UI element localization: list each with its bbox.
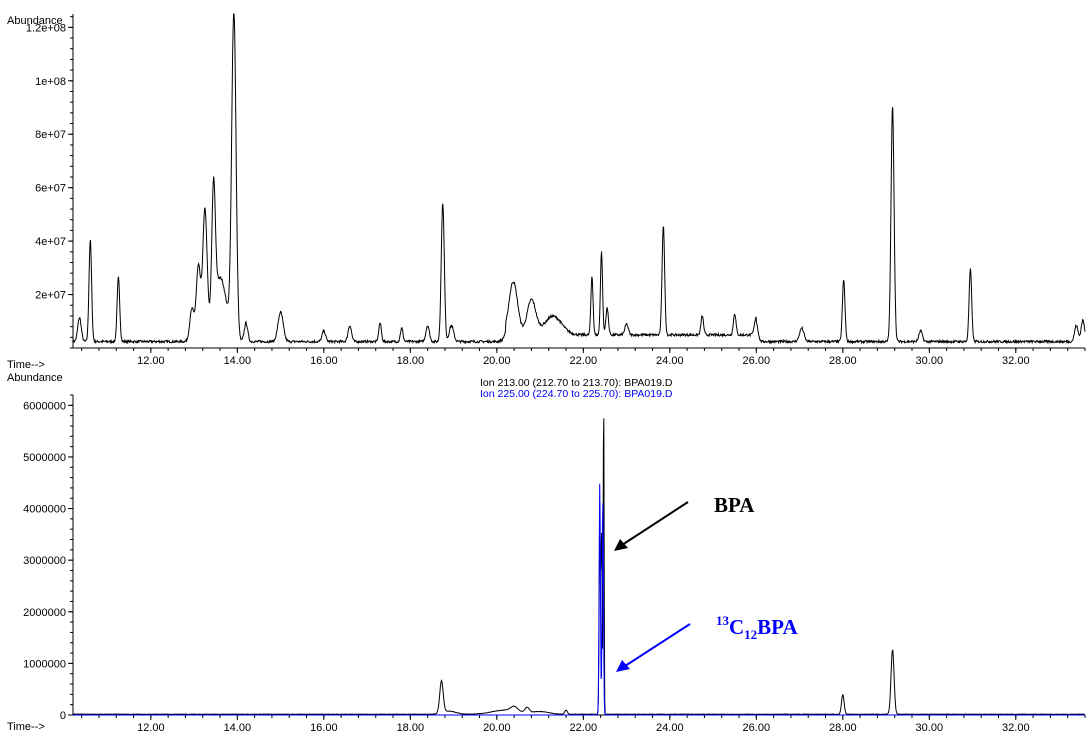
bottom-axes xyxy=(72,395,1085,716)
ion-225-label: Ion 225.00 (224.70 to 225.70): BPA019.D xyxy=(480,388,673,400)
c13-sub: 12 xyxy=(744,627,757,642)
c13-rest: BPA xyxy=(757,615,798,639)
top-ticks: 2e+07 4e+07 6e+07 8e+07 1e+08 1.2e+08 12.00 14.… xyxy=(26,16,1086,367)
c13-bpa-annotation: 13C12BPA xyxy=(716,613,798,642)
c13-c: C xyxy=(729,615,744,639)
ion-213-label: Ion 213.00 (212.70 to 213.70): BPA019.D xyxy=(480,377,673,389)
bottom-trace-0 xyxy=(72,418,1086,716)
top-y-tick-label: 8e+07 xyxy=(35,129,66,141)
tic-chromatogram: Abundance Time--> 2e+07 4e+07 6e+07 8e+07 1e… xyxy=(7,13,1086,371)
top-x-tick-label: 12.00 xyxy=(137,355,165,367)
c13-bpa-arrow xyxy=(624,623,691,667)
bottom-y-tick-label: 5000000 xyxy=(23,452,66,464)
bottom-x-tick-label: 12.00 xyxy=(137,722,165,734)
bottom-x-tick-label: 20.00 xyxy=(483,722,511,734)
bottom-y-tick-label: 4000000 xyxy=(23,504,66,516)
top-x-tick-label: 24.00 xyxy=(656,355,684,367)
bottom-y-tick-label: 3000000 xyxy=(23,555,66,567)
top-y-tick-label: 1e+08 xyxy=(35,76,66,88)
c13-bpa-arrow-head xyxy=(616,660,630,672)
bottom-y-tick-label: 2000000 xyxy=(23,607,66,619)
bottom-trace-1 xyxy=(73,483,1085,716)
top-traces xyxy=(72,13,1086,345)
bottom-y-tick-label: 1000000 xyxy=(23,658,66,670)
ion-chromatogram: Abundance Time--> Ion 213.00 (212.70 to … xyxy=(7,372,1086,734)
top-x-tick-label: 16.00 xyxy=(310,355,338,367)
bottom-x-tick-label: 30.00 xyxy=(916,722,944,734)
top-y-tick-label: 1.2e+08 xyxy=(26,22,66,34)
top-trace-0 xyxy=(72,13,1086,345)
top-y-tick-label: 2e+07 xyxy=(35,290,66,302)
bottom-x-tick-label: 24.00 xyxy=(656,722,684,734)
bottom-x-tick-label: 14.00 xyxy=(224,722,252,734)
top-x-tick-label: 26.00 xyxy=(743,355,771,367)
top-x-tick-label: 18.00 xyxy=(397,355,425,367)
bottom-x-axis-label: Time--> xyxy=(7,721,45,733)
bottom-ticks: 0 1000000 2000000 3000000 4000000 5000000 6000… xyxy=(23,394,1086,734)
bpa-arrow-head xyxy=(614,539,628,551)
top-x-tick-label: 20.00 xyxy=(483,355,511,367)
bottom-x-tick-label: 22.00 xyxy=(570,722,598,734)
top-x-tick-label: 30.00 xyxy=(916,355,944,367)
top-y-tick-label: 6e+07 xyxy=(35,183,66,195)
top-x-tick-label: 22.00 xyxy=(570,355,598,367)
top-x-tick-label: 28.00 xyxy=(829,355,857,367)
bottom-x-tick-label: 28.00 xyxy=(829,722,857,734)
top-axes xyxy=(72,14,1085,349)
bpa-annotation: BPA xyxy=(714,493,755,517)
bottom-traces xyxy=(72,418,1086,716)
bottom-y-axis-label: Abundance xyxy=(7,372,63,384)
bottom-x-tick-label: 18.00 xyxy=(397,722,425,734)
c13-sup: 13 xyxy=(716,613,730,628)
bottom-y-tick-label: 0 xyxy=(60,710,66,722)
bottom-y-tick-label: 6000000 xyxy=(23,400,66,412)
bottom-x-tick-label: 32.00 xyxy=(1002,722,1030,734)
bottom-x-tick-label: 26.00 xyxy=(743,722,771,734)
top-x-tick-label: 32.00 xyxy=(1002,355,1030,367)
top-y-tick-label: 4e+07 xyxy=(35,236,66,248)
bottom-x-tick-label: 16.00 xyxy=(310,722,338,734)
top-x-axis-label: Time--> xyxy=(7,359,45,371)
top-x-tick-label: 14.00 xyxy=(224,355,252,367)
top-y-axis-label: Abundance xyxy=(7,15,63,27)
bpa-arrow xyxy=(621,501,689,546)
